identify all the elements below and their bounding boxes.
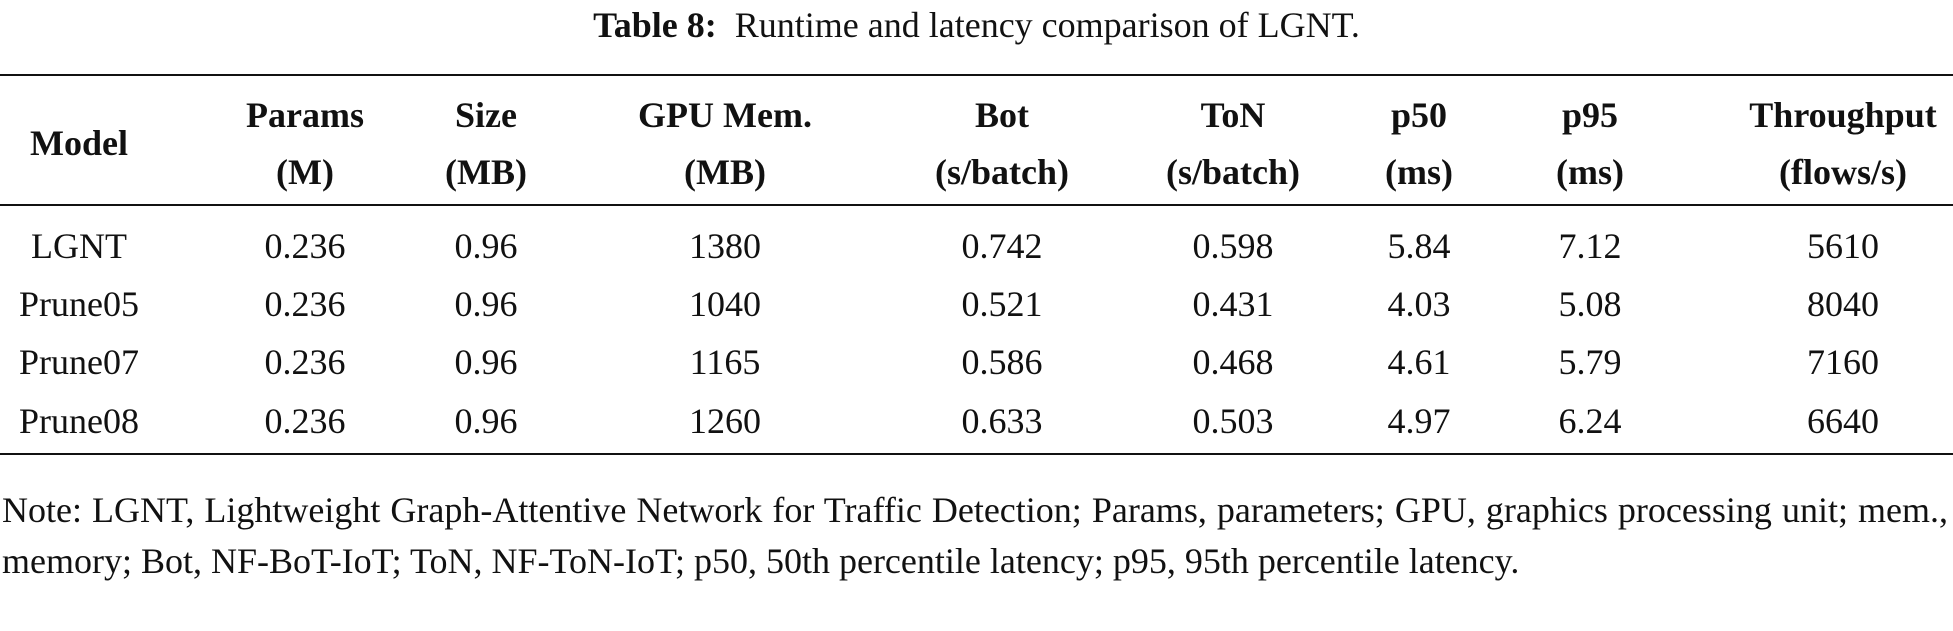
table-cell: 0.236 <box>264 401 346 441</box>
table-cell: 0.96 <box>454 226 518 266</box>
table-cell: 0.236 <box>264 284 346 324</box>
header-cell: (MB) <box>445 152 527 192</box>
table-cell: 5.79 <box>1558 342 1622 382</box>
table-cell: 7160 <box>1807 342 1879 382</box>
header-cell: ToN <box>1200 95 1266 135</box>
table-cell: 0.503 <box>1192 401 1274 441</box>
header-cell: (ms) <box>1385 152 1453 192</box>
table-cell: 6.24 <box>1558 401 1622 441</box>
bottom-rule <box>0 453 1953 455</box>
table-cell: 0.586 <box>961 342 1043 382</box>
table-cell: 0.633 <box>961 401 1043 441</box>
table-cell: 7.12 <box>1558 226 1622 266</box>
top-rule <box>0 74 1953 76</box>
header-cell: Bot <box>975 95 1029 135</box>
header-cell: Model <box>30 123 128 163</box>
header-cell: (ms) <box>1556 152 1624 192</box>
table-cell: 4.97 <box>1387 401 1451 441</box>
table-cell: 0.236 <box>264 226 346 266</box>
table-cell: 4.03 <box>1387 284 1451 324</box>
table-cell: 1040 <box>689 284 761 324</box>
header-cell: (flows/s) <box>1779 152 1907 192</box>
table-cell: 0.521 <box>961 284 1043 324</box>
table-cell: 5.84 <box>1387 226 1451 266</box>
header-cell: (s/batch) <box>1166 152 1300 192</box>
header-cell: p95 <box>1561 95 1619 135</box>
table-cell: 4.61 <box>1387 342 1451 382</box>
table-cell: 5.08 <box>1558 284 1622 324</box>
table-cell: 0.96 <box>454 401 518 441</box>
table-cell: 0.598 <box>1192 226 1274 266</box>
header-cell: (MB) <box>684 152 766 192</box>
header-cell: GPU Mem. <box>638 95 812 135</box>
table-cell: 1380 <box>689 226 761 266</box>
header-rule <box>0 204 1953 206</box>
table-cell: 8040 <box>1807 284 1879 324</box>
note: Note: LGNT, Lightweight Graph-Attentive … <box>2 490 1948 581</box>
table-cell: Prune08 <box>19 401 139 441</box>
header-cell: Throughput <box>1749 95 1937 135</box>
header-cell: Size <box>455 95 517 135</box>
caption-label: Table 8: <box>593 5 717 45</box>
table-cell: 0.236 <box>264 342 346 382</box>
caption-text: Runtime and latency comparison of LGNT. <box>734 5 1360 45</box>
table-cell: 0.742 <box>961 226 1043 266</box>
table-cell: Prune07 <box>19 342 139 382</box>
table-cell: 0.96 <box>454 342 518 382</box>
table-cell: 0.431 <box>1192 284 1274 324</box>
header-cell: (s/batch) <box>935 152 1069 192</box>
table-cell: 0.96 <box>454 284 518 324</box>
caption: Table 8: Runtime and latency comparison … <box>0 4 1953 46</box>
table-cell: 6640 <box>1807 401 1879 441</box>
table-cell: 1165 <box>689 342 761 382</box>
table-cell: 5610 <box>1807 226 1879 266</box>
table-cell: 1260 <box>689 401 761 441</box>
header-cell: (M) <box>276 152 334 192</box>
table-cell: LGNT <box>31 226 127 266</box>
header-cell: p50 <box>1390 95 1448 135</box>
header-cell: Params <box>246 95 364 135</box>
table-cell: 0.468 <box>1192 342 1274 382</box>
table-cell: Prune05 <box>19 284 139 324</box>
